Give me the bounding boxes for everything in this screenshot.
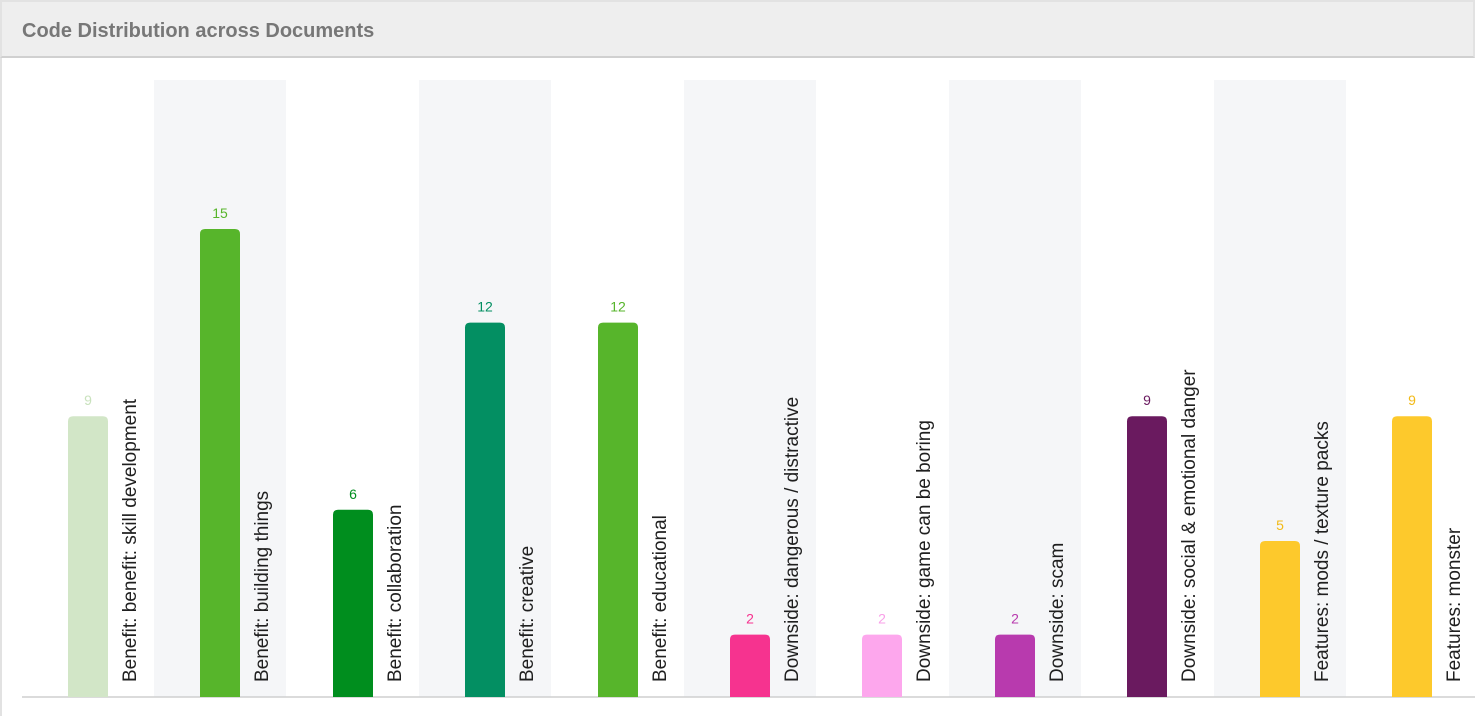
data-label: 2: [1011, 611, 1019, 627]
category-label: Features: mods / texture packs: [1312, 421, 1333, 682]
category-band: [684, 80, 816, 697]
data-label: 2: [746, 611, 754, 627]
chart-header: Code Distribution across Documents: [0, 0, 1475, 58]
data-label: 6: [349, 486, 357, 502]
bar: [1260, 541, 1300, 697]
bar: [465, 322, 505, 697]
data-label: 9: [84, 392, 92, 408]
data-label: 2: [878, 611, 886, 627]
chart-title: Code Distribution across Documents: [22, 20, 375, 42]
category-label: Downside: scam: [1047, 543, 1068, 682]
category-label: Benefit: educational: [650, 515, 671, 682]
category-label: Benefit: benefit: skill development: [120, 398, 141, 682]
data-label: 5: [1276, 517, 1284, 533]
bar: [862, 634, 902, 697]
data-label: 12: [477, 299, 493, 315]
category-label: Downside: dangerous / distractive: [782, 397, 803, 682]
data-label: 15: [212, 205, 228, 221]
bar: [995, 634, 1035, 697]
bar: [1392, 416, 1432, 697]
category-label: Benefit: collaboration: [385, 505, 406, 682]
data-label: 12: [610, 299, 626, 315]
bar: [333, 509, 373, 697]
data-label: 9: [1143, 392, 1151, 408]
bar: [68, 416, 108, 697]
category-band: [949, 80, 1081, 697]
category-label: Downside: social & emotional danger: [1179, 369, 1200, 682]
category-label: Benefit: building things: [252, 491, 273, 682]
data-label: 9: [1408, 392, 1416, 408]
bar: [730, 634, 770, 697]
panel-border: [0, 58, 2, 716]
bar: [200, 229, 240, 697]
bar: [1127, 416, 1167, 697]
category-label: Benefit: creative: [517, 546, 538, 682]
bar: [598, 322, 638, 697]
category-label: Features: monster: [1444, 527, 1465, 682]
category-label: Downside: game can be boring: [914, 420, 935, 682]
